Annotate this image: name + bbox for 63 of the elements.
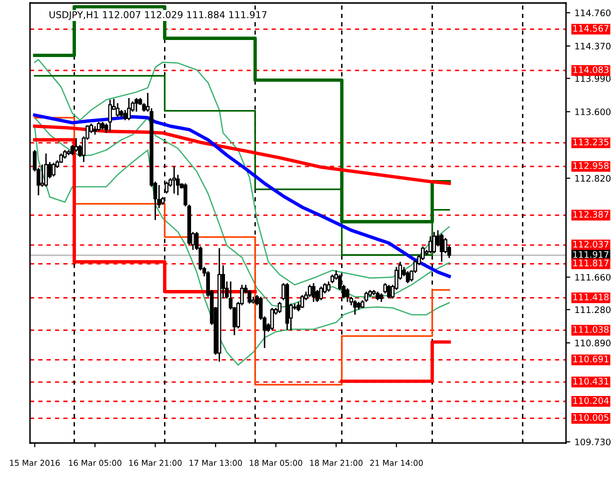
line-series [33,113,451,278]
candlestick [440,232,444,263]
candlestick [248,289,252,304]
candlestick [96,121,101,132]
candlestick [300,294,304,309]
candlestick [127,97,131,121]
candlestick [74,137,78,152]
ref-line-label: 111.418 [573,294,609,300]
candlestick [108,99,112,132]
ref-line-label: 111.817 [573,260,608,266]
y-tick-label: 111.660 [575,274,610,281]
ref-line-label: 114.567 [573,25,608,32]
ref-line-label: 111.917 [573,251,608,258]
ref-line-label: 114.083 [573,66,608,74]
candlestick [346,288,350,303]
candlestick [432,231,436,254]
candlestick [40,164,44,188]
candlestick [353,300,357,316]
candlestick [319,286,323,301]
candlestick [406,270,410,284]
candlestick [44,152,48,188]
y-tick-label: 112.820 [575,174,610,182]
y-tick-label: 113.990 [575,75,610,82]
ref-line-label: 110.204 [573,397,609,404]
candlestick [444,237,448,254]
ref-line-label: 110.005 [573,414,608,421]
ref-line-label: 111.038 [573,326,609,333]
ref-line-label: 112.387 [573,211,608,218]
candlestick [383,282,388,294]
candlestick [123,109,128,121]
ref-line-label: 110.691 [573,356,608,362]
x-tick-label: 16 Mar 05:00 [68,460,122,466]
x-tick-label: 15 Mar 2016 [10,460,60,466]
y-tick-label: 110.890 [575,340,610,346]
x-tick-label: 21 Mar 14:00 [370,460,423,466]
y-tick-label: 114.370 [575,42,610,50]
line-series [34,117,450,308]
ref-line-label: 112.037 [573,240,608,248]
candlestick [312,282,316,303]
x-tick-label: 16 Mar 21:00 [129,460,182,466]
candlestick [172,166,176,194]
x-tick-label: 17 Mar 13:00 [190,460,242,466]
candlestick [270,307,274,331]
text: USDJPY,H1 112.007 112.029 111.884 111.917 [50,11,267,20]
x-tick-label: 18 Mar 05:00 [250,460,302,466]
y-tick-label: 114.760 [575,10,610,16]
y-tick-label: 111.280 [575,306,610,314]
candlestick [134,97,138,112]
candlestick [428,236,432,254]
y-tick-label: 113.600 [575,108,610,116]
ref-line-label: 110.431 [573,378,608,385]
line-series [34,59,450,286]
ref-line-label: 113.235 [573,138,608,146]
candlestick [116,102,120,118]
x-tick-label: 18 Mar 21:00 [310,460,363,466]
candlestick [420,246,425,261]
ref-line-label: 112.958 [573,162,609,170]
candlestick [59,152,63,164]
candlestick [278,301,282,314]
candlestick [52,162,56,178]
candlestick [387,284,391,300]
y-tick-label: 109.730 [575,438,610,446]
candlestick [308,284,312,298]
